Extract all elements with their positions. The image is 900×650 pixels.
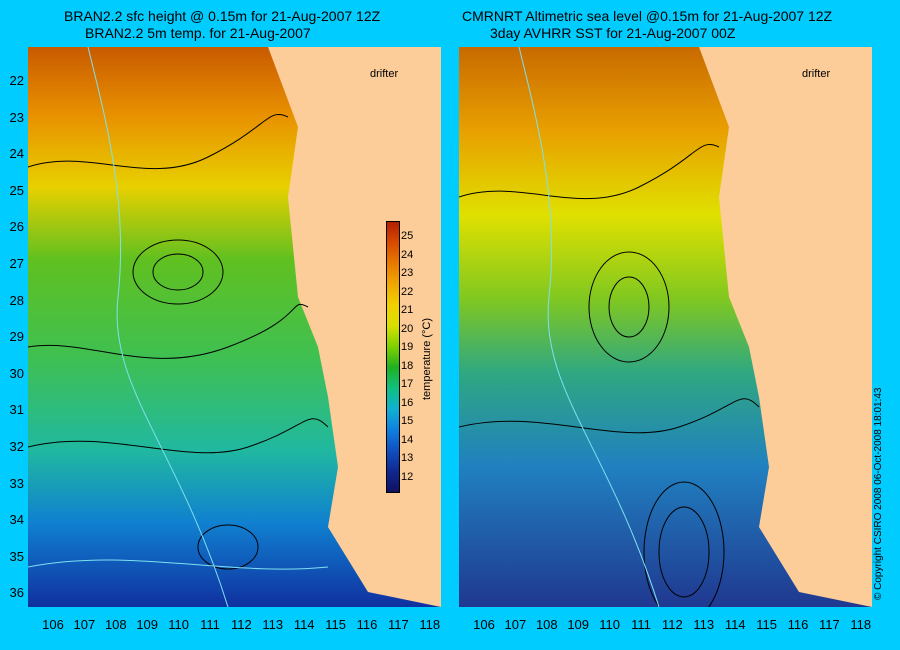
colorbar-unit-label: temperature (°C) bbox=[421, 317, 433, 400]
right-drifter-label: drifter bbox=[802, 68, 831, 80]
longitude-label: 118 bbox=[419, 617, 441, 632]
longitude-label: 116 bbox=[356, 617, 378, 632]
longitude-label: 108 bbox=[535, 617, 558, 632]
longitude-label: 113 bbox=[262, 617, 284, 632]
longitude-label: 113 bbox=[693, 617, 715, 632]
copyright-text: © Copyright CSIRO 2008 06-Oct-2008 18:01… bbox=[873, 387, 884, 601]
latitude-label: 22 bbox=[9, 73, 24, 88]
colorbar-tick-label: 23 bbox=[401, 267, 414, 279]
colorbar-tick-label: 25 bbox=[401, 230, 414, 242]
longitude-label: 117 bbox=[388, 617, 409, 632]
right-title-line2: 3day AVHRR SST for 21-Aug-2007 00Z bbox=[490, 25, 736, 41]
longitude-label: 116 bbox=[787, 617, 809, 632]
longitude-label: 117 bbox=[819, 617, 840, 632]
latitude-label: 32 bbox=[9, 439, 24, 454]
right-sst-map bbox=[459, 47, 872, 607]
colorbar bbox=[386, 221, 400, 493]
longitude-label: 107 bbox=[504, 617, 527, 632]
latitude-label: 27 bbox=[9, 256, 24, 271]
left-sst-map bbox=[28, 47, 441, 607]
longitude-label: 115 bbox=[756, 617, 777, 632]
colorbar-tick-label: 14 bbox=[401, 433, 414, 446]
latitude-label: 34 bbox=[9, 512, 24, 528]
right-map-panel bbox=[459, 47, 872, 607]
longitude-label: 115 bbox=[325, 617, 346, 632]
longitude-label: 111 bbox=[631, 617, 651, 632]
longitude-label: 109 bbox=[567, 617, 590, 632]
left-drifter-label: drifter bbox=[370, 68, 399, 80]
latitude-label: 25 bbox=[9, 182, 24, 198]
longitude-label: 106 bbox=[473, 617, 495, 632]
left-map-panel bbox=[28, 47, 441, 607]
longitude-label: 114 bbox=[724, 617, 746, 632]
colorbar-tick-label: 17 bbox=[401, 378, 414, 390]
latitude-label: 30 bbox=[9, 365, 24, 381]
colorbar-tick-label: 21 bbox=[401, 304, 414, 316]
latitude-label: 35 bbox=[9, 548, 24, 564]
colorbar-tick-label: 13 bbox=[401, 452, 414, 464]
longitude-label: 110 bbox=[168, 617, 189, 632]
colorbar-tick-label: 12 bbox=[401, 470, 414, 483]
latitude-label: 28 bbox=[9, 292, 24, 308]
longitude-label: 107 bbox=[73, 617, 96, 632]
colorbar-tick-label: 20 bbox=[401, 322, 414, 335]
longitude-label: 106 bbox=[42, 617, 64, 632]
latitude-label: 36 bbox=[9, 585, 24, 601]
colorbar-tick-label: 22 bbox=[401, 285, 414, 298]
right-title-line1: CMRNRT Altimetric sea level @0.15m for 2… bbox=[462, 8, 833, 24]
colorbar-tick-label: 24 bbox=[401, 248, 414, 261]
colorbar-tick-label: 15 bbox=[401, 415, 414, 427]
colorbar-tick-label: 19 bbox=[401, 341, 414, 353]
left-title-line2: BRAN2.2 5m temp. for 21-Aug-2007 bbox=[85, 25, 311, 41]
latitude-label: 23 bbox=[9, 109, 24, 125]
longitude-label: 112 bbox=[662, 617, 683, 632]
left-title-line1: BRAN2.2 sfc height @ 0.15m for 21-Aug-20… bbox=[64, 8, 381, 24]
longitude-label: 112 bbox=[231, 617, 252, 632]
longitude-label: 110 bbox=[599, 617, 620, 632]
longitude-label: 111 bbox=[200, 617, 220, 632]
latitude-label: 26 bbox=[9, 219, 24, 235]
latitude-label: 24 bbox=[9, 146, 24, 162]
longitude-label: 109 bbox=[136, 617, 159, 632]
longitude-label: 118 bbox=[850, 617, 872, 632]
colorbar-tick-label: 18 bbox=[401, 359, 414, 372]
colorbar-tick-label: 16 bbox=[401, 396, 414, 409]
latitude-label: 31 bbox=[9, 402, 24, 418]
latitude-label: 33 bbox=[9, 475, 24, 491]
latitude-label: 29 bbox=[9, 329, 24, 345]
longitude-label: 114 bbox=[293, 617, 315, 632]
longitude-label: 108 bbox=[104, 617, 127, 632]
